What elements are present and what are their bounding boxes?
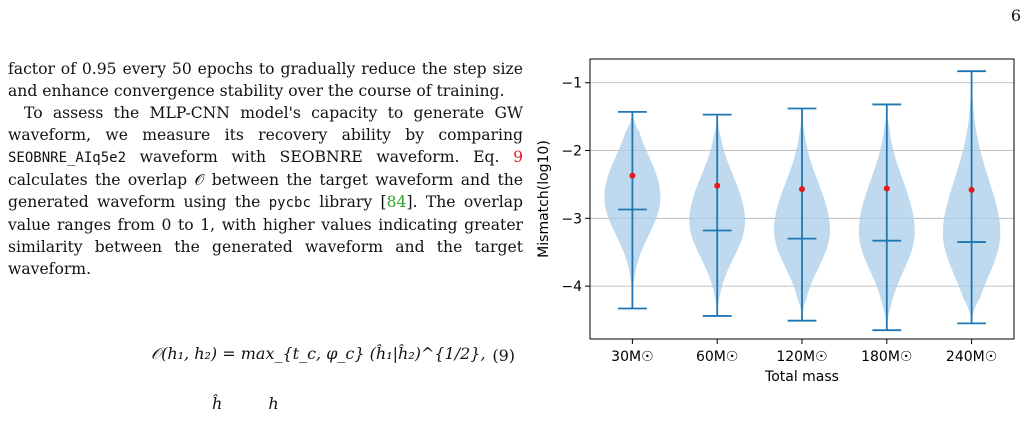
violin-mean-point: [968, 186, 975, 193]
y-tick-label: −3: [561, 211, 582, 227]
equation-number: (9): [492, 346, 515, 365]
citation-link[interactable]: 84: [386, 193, 407, 211]
code-model-name: SEOBNRE_AIq5e2: [8, 150, 127, 166]
code-library-name: pycbc: [268, 195, 311, 211]
equation-reference-link[interactable]: 9: [513, 148, 523, 166]
page-number: 6: [1010, 6, 1021, 25]
paragraph-text: calculates the overlap 𝒪 between the tar…: [8, 171, 523, 211]
x-tick-label: 30M☉: [611, 349, 653, 365]
paragraph-training: factor of 0.95 every 50 epochs to gradua…: [8, 60, 523, 100]
tick-layer: −1 −2 −3 −4 30M☉ 60M☉ 120M☉ 180M☉ 240M☉: [561, 76, 997, 365]
violin-mean-point: [799, 186, 805, 193]
x-axis-label: Total mass: [764, 369, 839, 385]
text-column: factor of 0.95 every 50 epochs to gradua…: [8, 58, 523, 280]
equation: 𝒪(h₁, h₂) = max_{t_c, φ_c} (ĥ₁|ĥ₂)^{1/2}…: [8, 340, 523, 372]
paragraph-text: library [: [310, 193, 387, 211]
y-tick-label: −1: [561, 76, 582, 92]
paragraph-text: To assess the MLP-CNN model's capacity t…: [8, 104, 523, 144]
violin-chart: −1 −2 −3 −4 30M☉ 60M☉ 120M☉ 180M☉ 240M☉ Mismatch…: [536, 58, 1015, 385]
violin-mean-point: [714, 182, 721, 189]
y-axis-label: Mismatch(log10): [536, 140, 552, 258]
paragraph-assessment: To assess the MLP-CNN model's capacity t…: [8, 102, 523, 280]
violin-mean-point: [883, 185, 890, 192]
x-tick-label: 120M☉: [776, 349, 827, 365]
y-tick-label: −2: [561, 144, 582, 160]
violin-mean-point: [629, 172, 636, 179]
equation-fragment-lhs: ĥ: [212, 394, 223, 413]
x-tick-label: 60M☉: [696, 349, 738, 365]
paragraph-text: waveform with SEOBNRE waveform. Eq.: [126, 148, 514, 166]
equation-body: 𝒪(h₁, h₂) = max_{t_c, φ_c} (ĥ₁|ĥ₂)^{1/2}…: [151, 344, 486, 363]
violin-layer: [604, 70, 1001, 332]
equation-fragment-rhs: h: [268, 394, 279, 413]
y-tick-label: −4: [561, 279, 582, 295]
paragraph-text: ]. The overlap value ranges from 0 to 1,…: [8, 193, 523, 278]
x-tick-label: 240M☉: [946, 349, 997, 365]
x-tick-label: 180M☉: [861, 349, 912, 365]
